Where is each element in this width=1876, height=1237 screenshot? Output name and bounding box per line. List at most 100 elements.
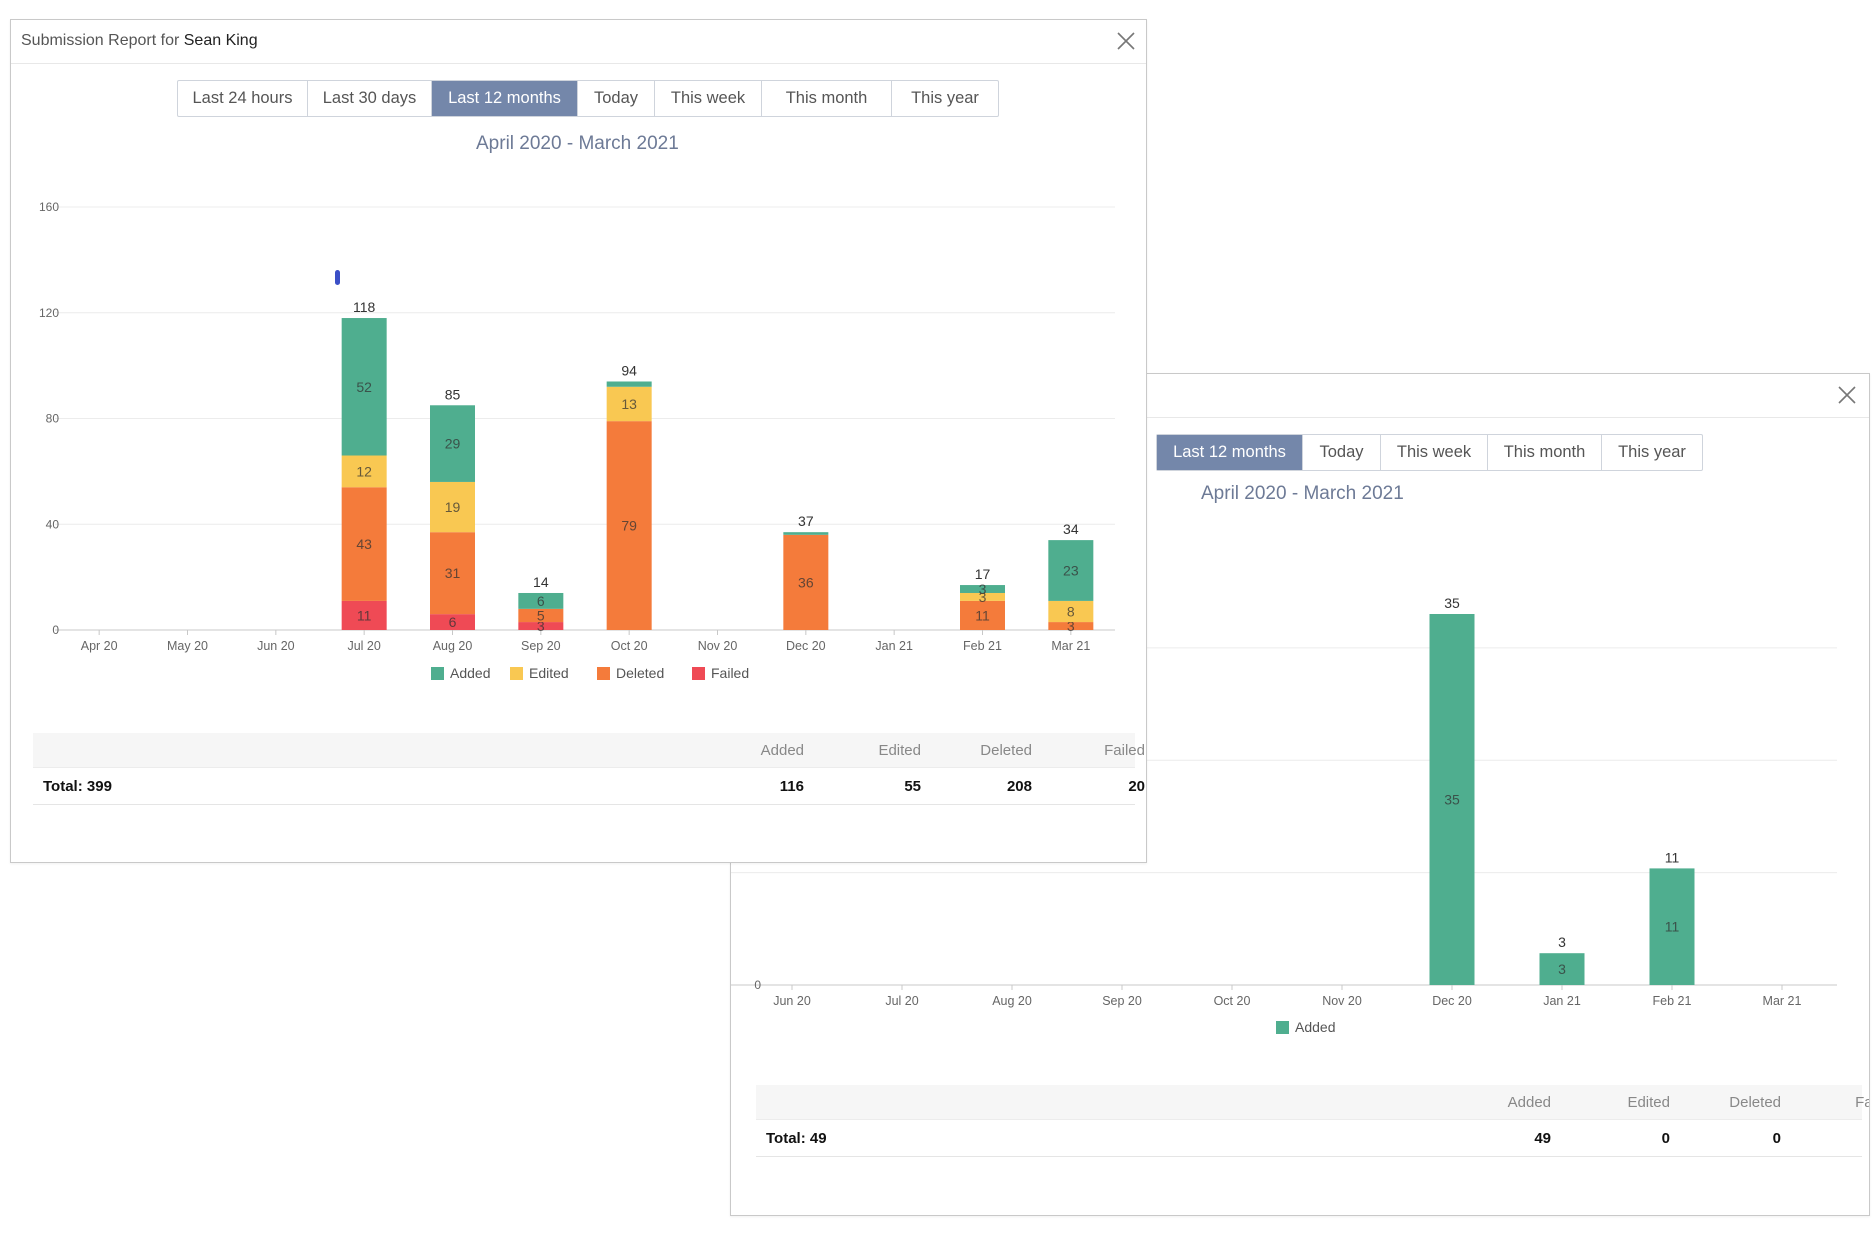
tab-this-month[interactable]: This month [1488, 435, 1602, 470]
bar-added [606, 381, 652, 387]
bar-total-label: 17 [975, 566, 991, 582]
totals-header-failed: Failed [1104, 742, 1145, 759]
tab-this-week[interactable]: This week [655, 81, 762, 116]
bar-value-label: 3 [979, 581, 987, 597]
x-tick-label: Jun 20 [257, 639, 295, 653]
bar-deleted [518, 608, 564, 623]
bar-added [341, 318, 387, 456]
legend-label-failed[interactable]: Failed [711, 665, 749, 681]
bar-edited [960, 592, 1005, 601]
bar-added [518, 592, 564, 609]
y-tick-label: 120 [39, 306, 59, 320]
bar-deleted [606, 421, 652, 630]
totals-table: Added Edited Deleted Failed Total: 49 49… [756, 1085, 1869, 1157]
total-failed: 0 [1796, 1130, 1869, 1147]
total-deleted: 208 [1006, 778, 1032, 795]
totals-header-edited: Edited [1627, 1094, 1670, 1111]
legend-swatch-failed [692, 667, 705, 680]
bar-added [1048, 540, 1094, 601]
tab-last-12-months[interactable]: Last 12 months [1157, 435, 1303, 470]
bar-value-label: 52 [356, 379, 372, 395]
legend-swatch-edited [510, 667, 523, 680]
tab-today[interactable]: Today [578, 81, 655, 116]
bar-deleted [430, 532, 475, 615]
y-tick-label: 80 [46, 412, 60, 426]
bar-added [1649, 868, 1695, 985]
close-icon[interactable] [1836, 384, 1858, 406]
bar-edited [430, 481, 475, 533]
y-tick-label: 40 [46, 517, 60, 531]
x-tick-label: Oct 20 [1214, 994, 1251, 1008]
tab-this-year[interactable]: This year [911, 89, 979, 107]
tab-this-week[interactable]: This week [1381, 435, 1488, 470]
bar-added [1429, 614, 1475, 985]
bar-value-label: 23 [1063, 563, 1079, 579]
bar-total-label: 34 [1063, 521, 1079, 537]
bar-value-label: 13 [621, 396, 637, 412]
bar-failed [341, 600, 387, 630]
bar-edited [341, 455, 387, 488]
title-prefix: Submission Report for [21, 32, 180, 49]
legend-swatch-added [1276, 1021, 1289, 1034]
bar-deleted [341, 487, 387, 601]
bar-value-label: 6 [537, 593, 545, 609]
tab-last-30-days[interactable]: Last 30 days [308, 81, 432, 116]
legend-label-added[interactable]: Added [1295, 1019, 1335, 1035]
x-tick-label: Oct 20 [611, 639, 648, 653]
bar-total-label: 94 [621, 362, 637, 378]
bar-total-label: 11 [1665, 849, 1680, 865]
totals-header-added: Added [760, 742, 804, 759]
totals-header-row: Added Edited Deleted Failed [756, 1085, 1869, 1119]
y-tick-label: 0 [754, 978, 761, 992]
x-tick-label: Nov 20 [698, 639, 738, 653]
x-tick-label: Jan 21 [1543, 994, 1581, 1008]
bar-value-label: 8 [1067, 603, 1075, 619]
tab-this-month[interactable]: This month [762, 81, 892, 116]
totals-table: Added Edited Deleted Failed Total: 399 1… [33, 733, 1145, 805]
x-tick-label: Mar 21 [1763, 994, 1802, 1008]
bar-value-label: 31 [445, 565, 461, 581]
total-added: 49 [1534, 1130, 1551, 1147]
bar-edited [606, 386, 652, 422]
legend-label-edited[interactable]: Edited [529, 665, 569, 681]
window-title: Submission Report for Sean King [21, 32, 258, 50]
totals-header-row: Added Edited Deleted Failed [33, 733, 1145, 767]
bar-failed [518, 622, 564, 630]
totals-header-deleted: Deleted [1729, 1094, 1781, 1111]
report-window-front: Submission Report for Sean King Last 24 … [10, 19, 1147, 863]
totals-row: Total: 399 116 55 208 20 [33, 767, 1145, 805]
submission-chart: 0 40 80 120 160 Apr 20 May 20 Jun 20 Jul 20 11 43 1… [39, 200, 1115, 681]
x-tick-label: Feb 21 [1653, 994, 1692, 1008]
legend-label-added[interactable]: Added [450, 665, 490, 681]
bar-added [430, 405, 475, 482]
totals-label: Total: 399 [43, 778, 112, 795]
tab-today[interactable]: Today [1303, 435, 1381, 470]
bar-total-label: 118 [353, 299, 376, 315]
close-icon[interactable] [1115, 30, 1137, 52]
bar-total-label: 3 [1558, 934, 1566, 950]
bar-value-label: 79 [621, 518, 637, 534]
total-failed: 20 [1128, 778, 1145, 795]
bar-total-label: 14 [533, 574, 549, 590]
x-tick-label: Mar 21 [1051, 639, 1090, 653]
tab-this-year[interactable]: This year [1618, 443, 1686, 461]
cursor-marker [335, 270, 340, 285]
bar-value-label: 11 [1665, 919, 1680, 935]
tab-last-24-hours[interactable]: Last 24 hours [178, 81, 308, 116]
date-range-title: April 2020 - March 2021 [476, 133, 679, 154]
x-tick-label: Feb 21 [963, 639, 1002, 653]
period-tabs: Last 24 hours Last 30 days Last 12 months T… [177, 80, 999, 117]
bar-value-label: 6 [449, 614, 457, 630]
bar-edited [1048, 600, 1094, 623]
total-edited: 0 [1661, 1130, 1670, 1147]
y-tick-label: 160 [39, 200, 59, 214]
period-tabs: Last 12 months Today This week This month Th… [1156, 434, 1703, 471]
bar-value-label: 3 [1067, 618, 1075, 634]
totals-header-deleted: Deleted [980, 742, 1032, 759]
date-range-title: April 2020 - March 2021 [1201, 483, 1404, 504]
tab-last-12-months[interactable]: Last 12 months [432, 81, 578, 116]
legend-label-deleted[interactable]: Deleted [616, 665, 664, 681]
x-tick-label: Sep 20 [1102, 994, 1142, 1008]
x-tick-label: Jan 21 [875, 639, 913, 653]
x-tick-label: Dec 20 [786, 639, 826, 653]
